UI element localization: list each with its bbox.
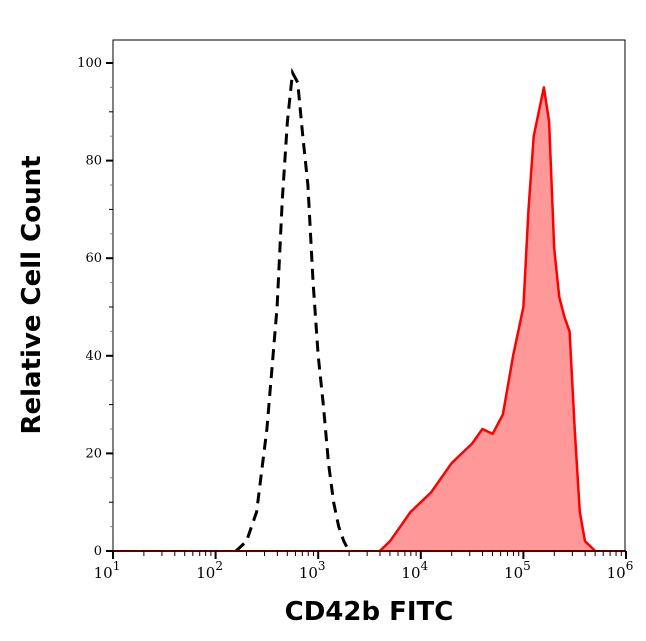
x-tick-exponent: 4 (421, 559, 429, 573)
y-tick-label: 40 (85, 349, 102, 364)
x-tick-exponent: 2 (215, 559, 223, 573)
y-axis-label: Relative Cell Count (17, 155, 47, 434)
x-tick-label: 103 (299, 559, 326, 582)
x-tick-exponent: 1 (113, 559, 121, 573)
x-tick-base: 10 (504, 564, 523, 582)
x-tick-exponent: 6 (626, 559, 634, 573)
x-tick-base: 10 (299, 564, 318, 582)
y-tick-label: 0 (94, 544, 102, 559)
x-tick-base: 10 (607, 564, 626, 582)
x-tick-base: 10 (401, 564, 420, 582)
sample-histogram-line (378, 86, 597, 552)
x-tick-exponent: 5 (523, 559, 531, 573)
x-tick-label: 101 (94, 559, 121, 582)
y-tick-label: 20 (85, 446, 102, 461)
x-tick-label: 105 (504, 559, 531, 582)
x-tick-base: 10 (196, 564, 215, 582)
y-tick-label: 80 (85, 154, 102, 169)
plot-area (113, 67, 626, 553)
series-fill (379, 87, 596, 552)
y-tick-label: 60 (85, 251, 102, 266)
plot-frame (112, 39, 626, 552)
x-tick-label: 106 (607, 559, 634, 582)
control-histogram-line (234, 67, 351, 553)
x-tick-exponent: 3 (318, 559, 326, 573)
x-tick-label: 104 (401, 559, 428, 582)
x-tick-base: 10 (94, 564, 113, 582)
y-tick-label: 100 (77, 56, 102, 71)
x-axis-label: CD42b FITC (285, 597, 454, 627)
x-tick-label: 102 (196, 559, 223, 582)
